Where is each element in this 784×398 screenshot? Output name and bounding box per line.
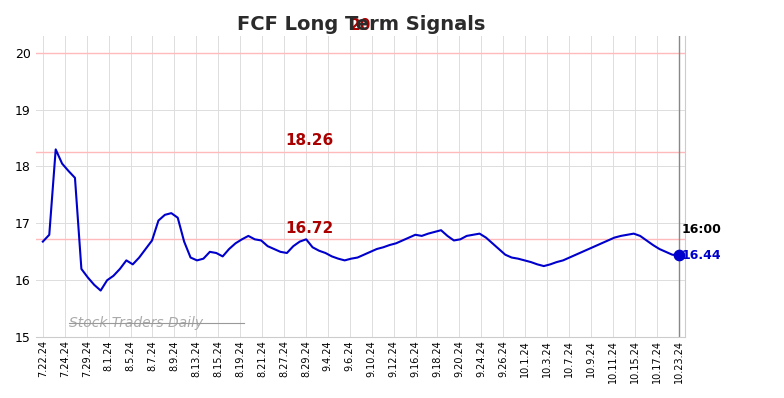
- Title: FCF Long Term Signals: FCF Long Term Signals: [237, 15, 485, 34]
- Text: 16:00: 16:00: [682, 222, 722, 236]
- Point: [673, 252, 685, 258]
- Text: 16.44: 16.44: [682, 249, 721, 262]
- Text: 18.26: 18.26: [286, 133, 334, 148]
- Text: Stock Traders Daily: Stock Traders Daily: [69, 316, 203, 330]
- Text: 16.72: 16.72: [286, 221, 334, 236]
- Text: 20: 20: [350, 18, 372, 33]
